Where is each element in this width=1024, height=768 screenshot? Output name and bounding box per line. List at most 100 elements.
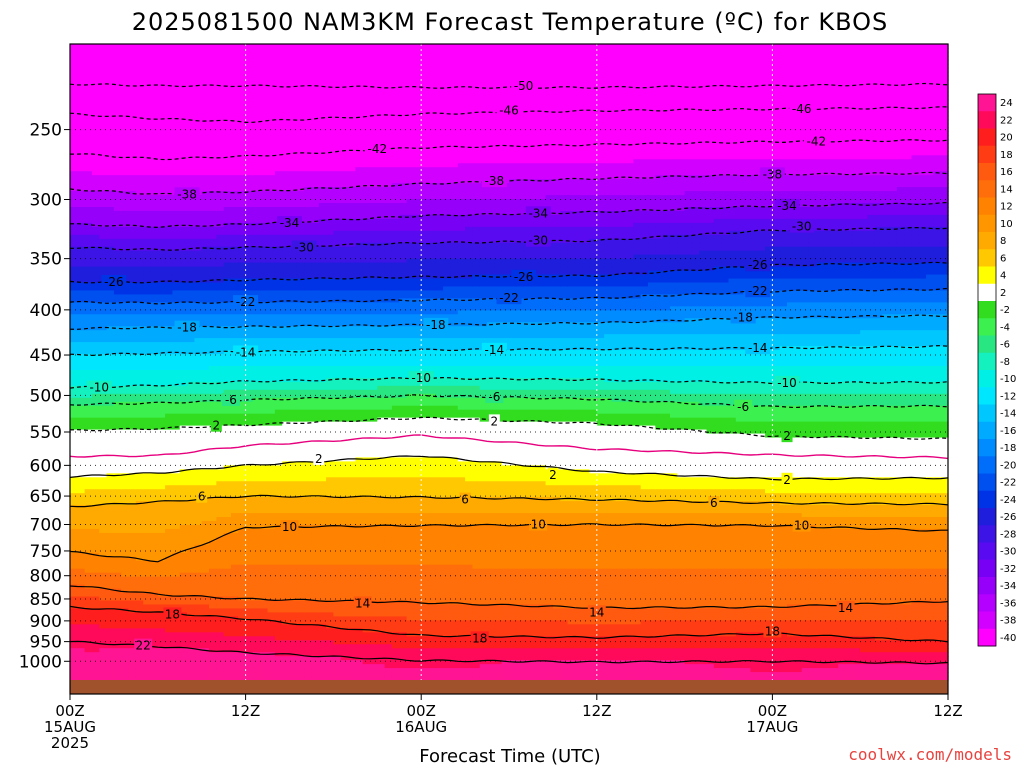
field-cell (246, 251, 254, 256)
field-cell (224, 501, 232, 506)
field-cell (290, 589, 298, 594)
field-cell (246, 247, 254, 252)
field-cell (231, 640, 239, 645)
field-cell (282, 191, 290, 196)
field-cell (268, 398, 276, 403)
field-cell (143, 660, 151, 665)
field-cell (136, 251, 144, 256)
field-cell (136, 525, 144, 530)
field-cell (202, 557, 210, 562)
field-cell (282, 211, 290, 216)
field-cell (268, 517, 276, 522)
field-cell (70, 322, 78, 327)
field-cell (165, 235, 173, 240)
field-cell (180, 283, 188, 288)
field-cell (77, 143, 85, 148)
field-cell (158, 449, 166, 454)
field-cell (121, 612, 129, 617)
field-cell (143, 497, 151, 502)
field-cell (246, 668, 254, 673)
field-cell (136, 521, 144, 526)
field-cell (194, 652, 202, 657)
field-cell (70, 513, 78, 518)
field-cell (129, 386, 137, 391)
field-cell (165, 418, 173, 423)
field-cell (172, 517, 180, 522)
field-cell (282, 171, 290, 176)
field-cell (231, 557, 239, 562)
field-cell (194, 410, 202, 415)
field-cell (85, 589, 93, 594)
field-cell (260, 469, 268, 474)
field-cell (143, 624, 151, 629)
field-cell (246, 406, 254, 411)
field-cell (77, 656, 85, 661)
field-cell (224, 334, 232, 339)
field-cell (114, 533, 122, 538)
field-cell (194, 565, 202, 570)
field-cell (202, 52, 210, 57)
field-cell (246, 263, 254, 268)
field-cell (158, 100, 166, 105)
field-cell (99, 88, 107, 93)
field-cell (282, 275, 290, 280)
field-cell (70, 60, 78, 65)
field-cell (268, 183, 276, 188)
field-cell (253, 402, 261, 407)
field-cell (260, 159, 268, 164)
field-cell (231, 477, 239, 482)
field-cell (165, 362, 173, 367)
field-cell (165, 529, 173, 534)
field-cell (85, 442, 93, 447)
field-cell (238, 283, 246, 288)
field-cell (136, 346, 144, 351)
field-cell (158, 195, 166, 200)
field-cell (180, 442, 188, 447)
field-cell (231, 521, 239, 526)
field-cell (180, 517, 188, 522)
field-cell (290, 104, 298, 109)
field-cell (231, 457, 239, 462)
field-cell (275, 124, 283, 129)
field-cell (268, 187, 276, 192)
field-cell (150, 676, 158, 681)
field-cell (202, 56, 210, 61)
field-cell (275, 628, 283, 633)
field-cell (268, 394, 276, 399)
field-cell (70, 597, 78, 602)
field-cell (216, 676, 224, 681)
field-cell (224, 72, 232, 77)
field-cell (129, 569, 137, 574)
field-cell (85, 290, 93, 295)
field-cell (224, 267, 232, 272)
field-cell (165, 672, 173, 677)
field-cell (253, 624, 261, 629)
field-cell (238, 72, 246, 77)
field-cell (268, 124, 276, 129)
field-cell (216, 453, 224, 458)
field-cell (216, 314, 224, 319)
field-cell (77, 382, 85, 387)
field-cell (260, 306, 268, 311)
field-cell (231, 314, 239, 319)
field-cell (209, 187, 217, 192)
field-cell (150, 68, 158, 73)
field-cell (129, 414, 137, 419)
field-cell (77, 525, 85, 530)
field-cell (172, 44, 180, 49)
field-cell (158, 104, 166, 109)
field-cell (85, 601, 93, 606)
field-cell (92, 342, 100, 347)
field-cell (85, 275, 93, 280)
field-cell (158, 211, 166, 216)
field-cell (129, 72, 137, 77)
field-cell (165, 294, 173, 299)
field-cell (158, 418, 166, 423)
field-cell (99, 664, 107, 669)
field-cell (92, 44, 100, 49)
field-cell (202, 481, 210, 486)
field-cell (136, 219, 144, 224)
field-cell (194, 76, 202, 81)
field-cell (224, 294, 232, 299)
field-cell (260, 354, 268, 359)
